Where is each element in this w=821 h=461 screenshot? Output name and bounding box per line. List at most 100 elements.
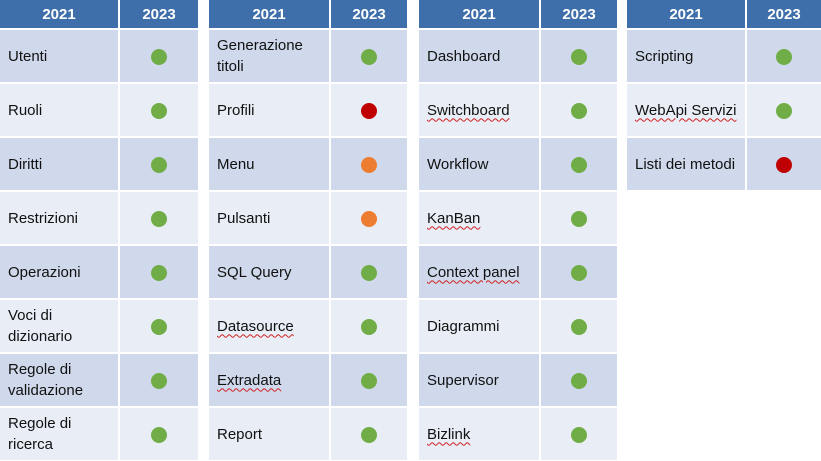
feature-label: Operazioni <box>0 244 120 298</box>
status-cell <box>541 28 617 82</box>
table-row: KanBan <box>419 190 617 244</box>
feature-label: Workflow <box>419 136 541 190</box>
status-green-dot-icon <box>571 372 587 389</box>
status-green-dot-icon <box>151 102 167 119</box>
status-cell <box>541 82 617 136</box>
column-header-2021: 2021 <box>419 0 541 28</box>
feature-label: SQL Query <box>209 244 331 298</box>
status-cell <box>331 136 407 190</box>
column-header-2021: 2021 <box>0 0 120 28</box>
table-row: Scripting <box>627 28 821 82</box>
status-cell <box>120 28 198 82</box>
status-orange-dot-icon <box>361 156 377 173</box>
feature-label-text: Datasource <box>217 317 294 335</box>
feature-label-text: Generazione titoli <box>217 37 303 75</box>
feature-label-text: KanBan <box>427 209 481 227</box>
status-cell <box>747 28 821 82</box>
status-green-dot-icon <box>151 48 167 65</box>
feature-label: Profili <box>209 82 331 136</box>
feature-label-text: Report <box>217 425 263 443</box>
status-cell <box>331 352 407 406</box>
feature-label-text: Ruoli <box>8 101 43 119</box>
status-cell <box>120 244 198 298</box>
feature-label-text: Profili <box>217 101 255 119</box>
status-cell <box>331 28 407 82</box>
status-cell <box>541 136 617 190</box>
feature-label-text: WebApi Servizi <box>635 101 737 119</box>
feature-label: Switchboard <box>419 82 541 136</box>
status-table-2: 2021 2023 Generazione titoli Profili Menu Pul… <box>209 0 407 460</box>
status-green-dot-icon <box>361 264 377 281</box>
status-red-dot-icon <box>776 156 792 173</box>
feature-label: Utenti <box>0 28 120 82</box>
feature-label: Bizlink <box>419 406 541 460</box>
feature-label: Ruoli <box>0 82 120 136</box>
status-green-dot-icon <box>151 264 167 281</box>
feature-label: Menu <box>209 136 331 190</box>
feature-label: Supervisor <box>419 352 541 406</box>
feature-label-text: Bizlink <box>427 425 471 443</box>
feature-label: Scripting <box>627 28 747 82</box>
status-green-dot-icon <box>571 264 587 281</box>
status-cell <box>541 190 617 244</box>
feature-label-text: Context panel <box>427 263 520 281</box>
column-header-2023: 2023 <box>541 0 617 28</box>
feature-label-text: Dashboard <box>427 47 501 65</box>
status-cell <box>541 406 617 460</box>
column-header-2023: 2023 <box>120 0 198 28</box>
feature-label-text: Menu <box>217 155 255 173</box>
feature-label: Regole di ricerca <box>0 406 120 460</box>
table-row: Generazione titoli <box>209 28 407 82</box>
status-cell <box>120 298 198 352</box>
status-green-dot-icon <box>776 48 792 65</box>
feature-label-text: Extradata <box>217 371 282 389</box>
feature-label-text: Regole di ricerca <box>8 415 72 453</box>
feature-label-text: SQL Query <box>217 263 292 281</box>
table-row: Utenti <box>0 28 198 82</box>
table-row: Extradata <box>209 352 407 406</box>
feature-label: Datasource <box>209 298 331 352</box>
status-cell <box>331 406 407 460</box>
status-orange-dot-icon <box>361 210 377 227</box>
status-green-dot-icon <box>361 318 377 335</box>
feature-label: Voci di dizionario <box>0 298 120 352</box>
status-cell <box>331 244 407 298</box>
feature-label-text: Scripting <box>635 47 694 65</box>
table-row: Datasource <box>209 298 407 352</box>
table-row: Diagrammi <box>419 298 617 352</box>
table-row: Listi dei metodi <box>627 136 821 190</box>
status-green-dot-icon <box>776 102 792 119</box>
status-green-dot-icon <box>151 210 167 227</box>
feature-label: KanBan <box>419 190 541 244</box>
feature-label-text: Utenti <box>8 47 48 65</box>
feature-label-text: Restrizioni <box>8 209 79 227</box>
table-row: Supervisor <box>419 352 617 406</box>
feature-label: Diagrammi <box>419 298 541 352</box>
table-row: Menu <box>209 136 407 190</box>
feature-label: Extradata <box>209 352 331 406</box>
table-row: Context panel <box>419 244 617 298</box>
status-green-dot-icon <box>151 372 167 389</box>
table-row: Regole di ricerca <box>0 406 198 460</box>
feature-label-text: Diagrammi <box>427 317 500 335</box>
table-row: Diritti <box>0 136 198 190</box>
table-row: Ruoli <box>0 82 198 136</box>
feature-label: Report <box>209 406 331 460</box>
feature-label-text: Voci di dizionario <box>8 307 73 345</box>
table-row: Report <box>209 406 407 460</box>
column-header-2023: 2023 <box>747 0 821 28</box>
feature-label: Listi dei metodi <box>627 136 747 190</box>
feature-label: Context panel <box>419 244 541 298</box>
status-cell <box>120 352 198 406</box>
feature-label-text: Workflow <box>427 155 489 173</box>
feature-label: Generazione titoli <box>209 28 331 82</box>
table-row: Restrizioni <box>0 190 198 244</box>
status-cell <box>541 352 617 406</box>
table-row: Operazioni <box>0 244 198 298</box>
status-green-dot-icon <box>571 156 587 173</box>
status-green-dot-icon <box>151 156 167 173</box>
column-header-2021: 2021 <box>627 0 747 28</box>
feature-label-text: Regole di validazione <box>8 361 84 399</box>
status-green-dot-icon <box>571 426 587 443</box>
column-header-2021: 2021 <box>209 0 331 28</box>
